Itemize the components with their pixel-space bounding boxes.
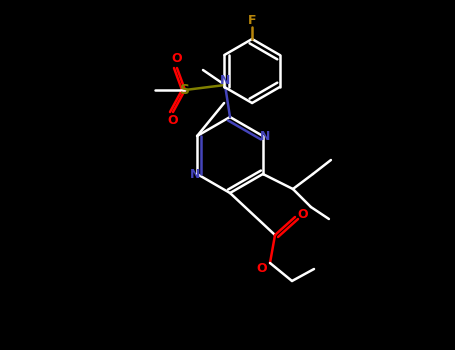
Text: N: N bbox=[190, 168, 200, 181]
Text: O: O bbox=[168, 114, 178, 127]
Text: F: F bbox=[248, 14, 256, 27]
Text: N: N bbox=[220, 75, 230, 88]
Text: O: O bbox=[257, 261, 268, 274]
Text: O: O bbox=[172, 52, 182, 65]
Text: S: S bbox=[180, 83, 190, 97]
Text: O: O bbox=[298, 209, 308, 222]
Text: N: N bbox=[260, 130, 270, 142]
